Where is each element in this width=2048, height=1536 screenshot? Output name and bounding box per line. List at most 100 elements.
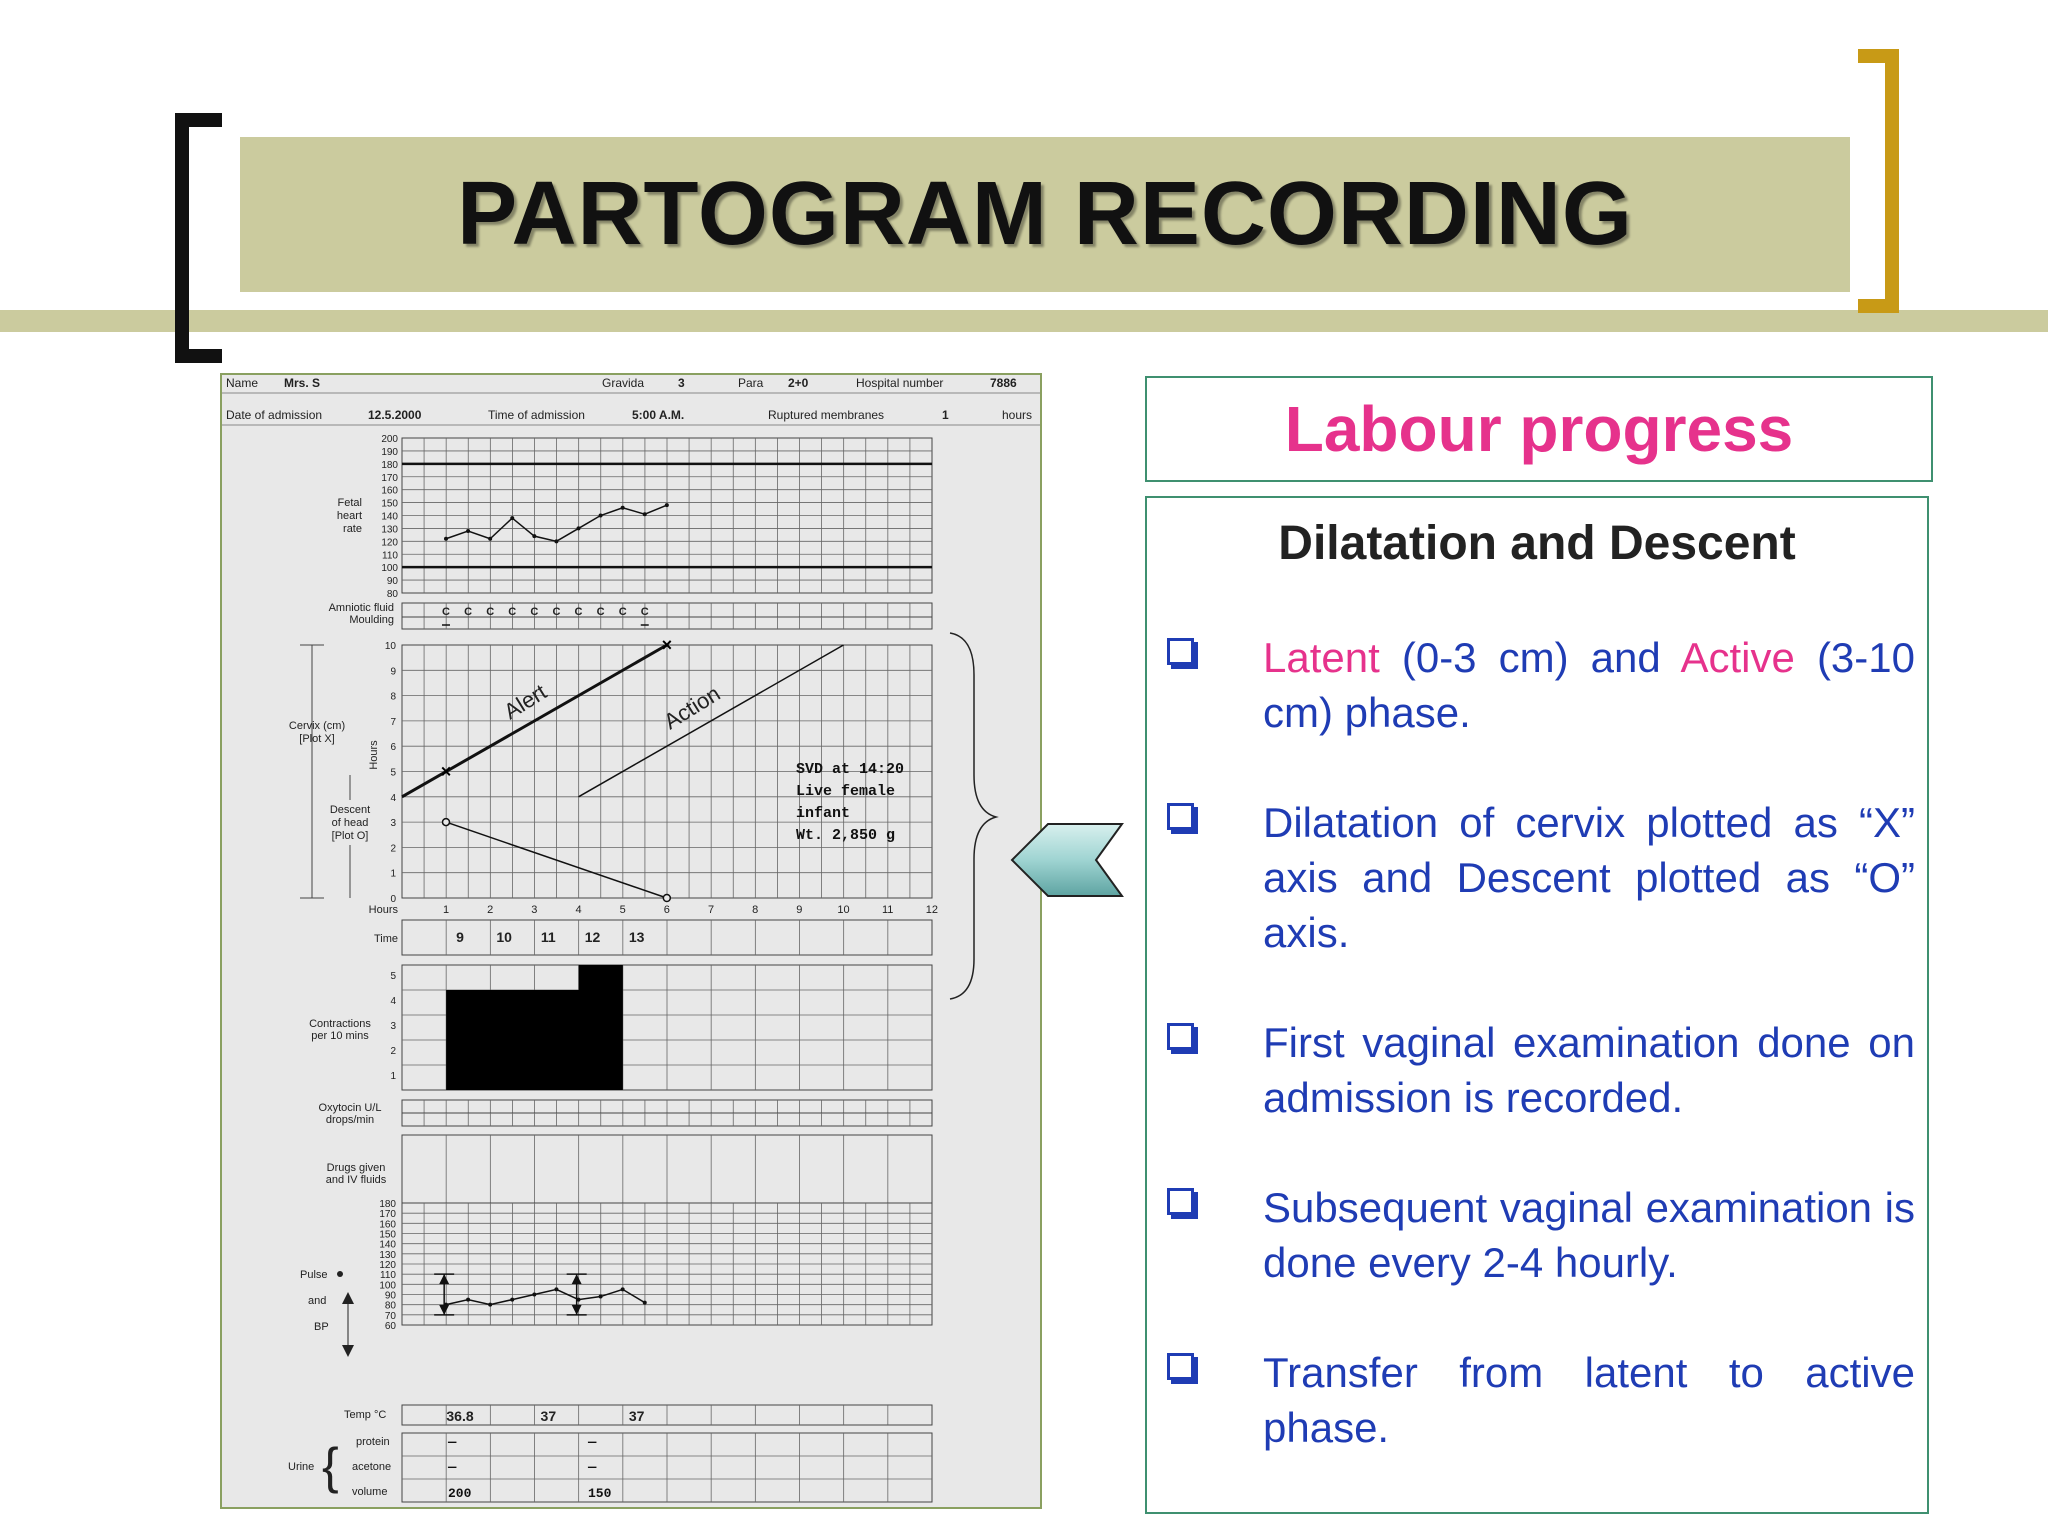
contractions-tick: 1 — [390, 1071, 396, 1082]
fhr-tick: 170 — [381, 473, 398, 484]
delivery-note-1: SVD at 14:20 — [796, 761, 904, 778]
hours-value: 3 — [531, 904, 537, 916]
pulse-tick: 110 — [380, 1270, 396, 1281]
ruptured-unit: hours — [1002, 408, 1032, 422]
amniotic-value: C — [575, 606, 583, 618]
amniotic-value: C — [619, 606, 627, 618]
cervix-label-2: [Plot X] — [299, 733, 334, 745]
hours-vertical-label: Hours — [368, 740, 380, 770]
pulse-tick: 130 — [379, 1250, 396, 1261]
fhr-point — [598, 513, 603, 518]
amniotic-label: Amniotic fluid — [329, 602, 394, 614]
pulse-tick: 120 — [379, 1260, 396, 1271]
time-value: 10 — [496, 929, 512, 945]
bullet-dilatation: Dilatation of cervix plotted as “X” axis… — [1167, 795, 1915, 960]
dilatation-x-mark: × — [441, 762, 452, 782]
pulse-point — [466, 1297, 471, 1302]
name-value: Mrs. S — [284, 376, 320, 390]
volume-1: 200 — [448, 1486, 472, 1501]
checkbox-bullet-icon — [1167, 1188, 1194, 1215]
fhr-point — [466, 529, 471, 533]
cervix-tick: 1 — [390, 869, 396, 880]
dilatation-x-mark: × — [662, 635, 673, 655]
checkbox-bullet-icon — [1167, 638, 1194, 665]
drugs-label-1: Drugs given — [327, 1162, 386, 1174]
hospital-value: 7886 — [990, 376, 1017, 390]
pulse-tick: 60 — [385, 1321, 397, 1332]
gravida-label: Gravida — [602, 376, 644, 390]
hours-value: 10 — [837, 904, 849, 916]
fhr-point — [620, 505, 625, 510]
acetone-label: acetone — [352, 1461, 391, 1473]
pulse-point — [576, 1297, 581, 1302]
and-label: and — [308, 1295, 326, 1307]
fhr-tick: 100 — [381, 563, 398, 574]
cervix-tick: 5 — [390, 768, 396, 779]
amniotic-value: C — [508, 606, 516, 618]
fhr-tick: 80 — [387, 589, 399, 600]
bp-arrow-down — [571, 1304, 582, 1315]
cervix-tick: 4 — [390, 793, 396, 804]
time-value: 12 — [585, 929, 601, 945]
fhr-tick: 140 — [381, 512, 398, 523]
contractions-tick: 2 — [390, 1046, 396, 1057]
bullet-phases: Latent (0-3 cm) and Active (3-10 cm) pha… — [1167, 630, 1915, 740]
active-word: Active — [1680, 634, 1795, 681]
alert-line — [401, 643, 668, 799]
moulding-label: Moulding — [349, 614, 394, 626]
pulse-tick: 70 — [385, 1311, 397, 1322]
bp-arrow-down — [439, 1304, 450, 1315]
oxytocin-label-1: Oxytocin U/L — [319, 1102, 382, 1114]
pulse-tick: 160 — [379, 1219, 396, 1230]
fhr-point — [532, 534, 537, 539]
right-bracket — [1858, 49, 1899, 313]
pulse-tick: 170 — [379, 1209, 396, 1220]
protein-2: — — [587, 1435, 597, 1451]
descent-label-2: of head — [332, 817, 369, 829]
pulse-tick: 180 — [379, 1199, 396, 1210]
fhr-point — [664, 503, 669, 508]
fhr-tick: 130 — [381, 524, 398, 535]
fhr-tick: 190 — [381, 447, 398, 458]
cervix-label-1: Cervix (cm) — [289, 720, 345, 732]
hours-value: 7 — [708, 904, 714, 916]
pulse-tick: 140 — [379, 1240, 396, 1251]
fhr-label-2: heart — [337, 510, 362, 522]
fhr-point — [576, 526, 581, 531]
fhr-tick: 200 — [381, 434, 398, 445]
bullet-first-exam: First vaginal examination done on admiss… — [1167, 1015, 1915, 1125]
fhr-label-1: Fetal — [338, 497, 362, 509]
temp-value: 37 — [629, 1408, 645, 1424]
amniotic-value: C — [530, 606, 538, 618]
contractions-tick: 5 — [390, 971, 396, 982]
pulse-tick: 90 — [385, 1291, 397, 1302]
contractions-label-1: Contractions — [309, 1018, 371, 1030]
amniotic-value: C — [641, 606, 649, 618]
delivery-note-2: Live female — [796, 783, 895, 800]
pulse-point — [620, 1287, 625, 1292]
phase-mid-text: (0-3 cm) and — [1379, 634, 1681, 681]
action-line — [578, 644, 844, 798]
hours-value: 12 — [926, 904, 938, 916]
fhr-tick: 120 — [381, 537, 398, 548]
pulse-point — [598, 1294, 603, 1299]
gravida-value: 3 — [678, 376, 685, 390]
contractions-block — [446, 990, 623, 1090]
acetone-2: — — [587, 1460, 597, 1476]
hours-value: 11 — [882, 904, 893, 916]
para-value: 2+0 — [788, 376, 809, 390]
para-label: Para — [738, 376, 764, 390]
contractions-tick: 3 — [390, 1021, 396, 1032]
fhr-point — [510, 516, 515, 521]
contractions-block — [578, 965, 623, 990]
bullet-subsequent-exam: Subsequent vaginal examination is done e… — [1167, 1180, 1915, 1290]
ruptured-value: 1 — [942, 408, 949, 422]
hours-value: 6 — [664, 904, 670, 916]
partogram-svg: Name Mrs. S Gravida 3 Para 2+0 Hospital … — [222, 376, 1040, 1503]
acetone-1: — — [447, 1460, 457, 1476]
protein-1: — — [447, 1435, 457, 1451]
fhr-tick: 160 — [381, 486, 398, 497]
slide-title: PARTOGRAM RECORDING — [457, 164, 1633, 264]
fhr-tick: 110 — [382, 550, 398, 561]
